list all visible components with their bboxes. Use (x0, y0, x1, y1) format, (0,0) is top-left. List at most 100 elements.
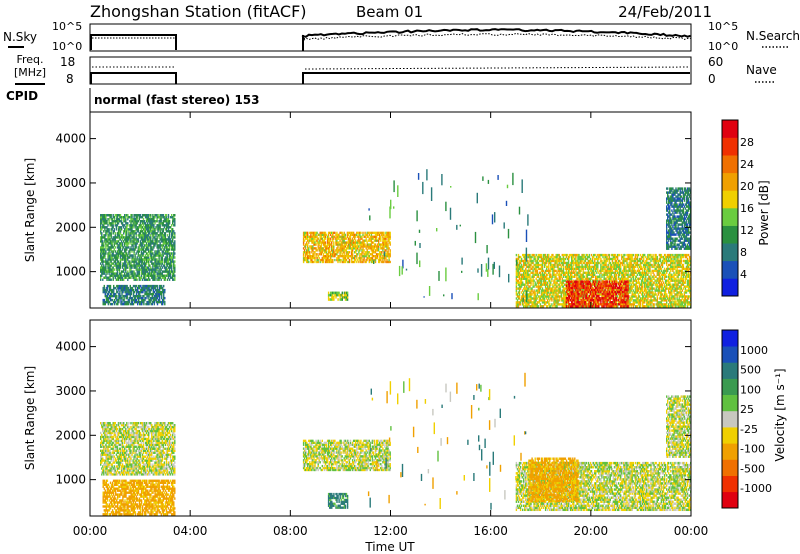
beam-label: Beam 01 (356, 3, 423, 21)
heatmap-cell (114, 268, 115, 270)
heatmap-cell (108, 228, 109, 230)
heatmap-cell (321, 253, 322, 255)
heatmap-cell (362, 232, 363, 234)
heatmap-cell (369, 251, 370, 253)
heatmap-cell (307, 232, 308, 234)
noise-tick-right-bottom: 10^0 (708, 40, 738, 53)
heatmap-cell (307, 243, 308, 245)
heatmap-cell (164, 297, 165, 299)
heatmap-cell (315, 243, 316, 245)
heatmap-cell (390, 261, 391, 263)
heatmap-cell (174, 236, 175, 238)
freq-trace-late (303, 73, 690, 84)
heatmap-cell (116, 295, 117, 297)
heatmap-cell (110, 285, 111, 287)
heatmap-cell (380, 240, 381, 242)
heatmap-cell (390, 234, 391, 236)
heatmap-cell (357, 253, 358, 255)
heatmap-cell (390, 241, 391, 243)
nave-tick-bottom: 0 (708, 72, 716, 86)
heatmap-cell (104, 285, 105, 287)
power-heatmap (100, 169, 691, 307)
heatmap-cell (169, 222, 170, 224)
freq-panel-frame (90, 57, 691, 84)
heatmap-cell (167, 234, 168, 236)
noise-panel-frame (90, 24, 691, 51)
freq-unit-label: [MHz] (14, 66, 46, 79)
heatmap-cell (141, 275, 142, 277)
heatmap-cell (174, 222, 175, 224)
heatmap-cell (137, 222, 138, 224)
heatmap-cell (308, 261, 309, 263)
heatmap-cell (174, 275, 175, 277)
heatmap-cell (321, 243, 322, 245)
heatmap-cell (315, 247, 316, 249)
heatmap-cell (390, 249, 391, 251)
heatmap-cell (333, 241, 334, 243)
heatmap-cell (325, 241, 326, 243)
nsky-label: N.Sky (3, 30, 37, 44)
heatmap-cell (120, 260, 121, 262)
heatmap-cell (152, 248, 153, 250)
heatmap-cell (114, 228, 115, 230)
heatmap-cell (367, 259, 368, 261)
heatmap-cell (122, 248, 123, 250)
heatmap-cell (115, 246, 116, 248)
radar-summary-figure: Zhongshan Station (fitACF) Beam 01 24/Fe… (0, 0, 800, 554)
heatmap-cell (150, 236, 151, 238)
heatmap-cell (174, 232, 175, 234)
heatmap-cell (174, 264, 175, 266)
heatmap-cell (334, 232, 335, 234)
heatmap-cell (345, 234, 346, 236)
heatmap-cell (149, 279, 150, 281)
nave-tick-top: 60 (708, 55, 723, 69)
heatmap-cell (352, 249, 353, 251)
nave-trace-late (305, 67, 690, 69)
heatmap-cell (115, 232, 116, 234)
heatmap-cell (113, 222, 114, 224)
heatmap-cell (326, 249, 327, 251)
heatmap-cell (134, 272, 135, 274)
heatmap-cell (387, 249, 388, 251)
nsearch-label: N.Search (746, 29, 800, 43)
heatmap-cell (364, 232, 365, 234)
heatmap-cell (342, 232, 343, 234)
heatmap-cell (157, 285, 158, 287)
heatmap-cell (144, 220, 145, 222)
heatmap-cell (101, 275, 102, 277)
heatmap-cell (168, 214, 169, 216)
heatmap-cell (128, 246, 129, 248)
heatmap-cell (150, 214, 151, 216)
nsky-trace-late (303, 29, 691, 51)
heatmap-cell (162, 260, 163, 262)
figure-title: Zhongshan Station (fitACF) (90, 2, 307, 21)
heatmap-cell (174, 256, 175, 258)
cpid-text: normal (fast stereo) 153 (94, 93, 260, 107)
heatmap-cell (156, 236, 157, 238)
heatmap-cell (334, 259, 335, 261)
heatmap-cell (356, 249, 357, 251)
heatmap-cell (309, 251, 310, 253)
heatmap-cell (111, 279, 112, 281)
heatmap-cell (319, 257, 320, 259)
heatmap-cell (342, 292, 343, 295)
heatmap-cell (332, 259, 333, 261)
heatmap-cell (174, 252, 175, 254)
cpid-label: CPID (6, 89, 38, 103)
heatmap-cell (378, 240, 379, 242)
freq-tick-top: 18 (60, 55, 75, 69)
heatmap-cell (131, 214, 132, 216)
date-label: 24/Feb/2011 (618, 3, 712, 21)
heatmap-cell (349, 251, 350, 253)
heatmap-cell (347, 292, 348, 295)
heatmap-cell (359, 249, 360, 251)
nsky-trace-early (91, 35, 176, 50)
noise-tick-right-top: 10^5 (708, 20, 738, 33)
heatmap-cell (516, 254, 517, 256)
heatmap-cell (156, 258, 157, 260)
heatmap-cell (174, 218, 175, 220)
heatmap-cell (118, 222, 119, 224)
heatmap-cell (316, 232, 317, 234)
heatmap-cell (375, 259, 376, 261)
heatmap-cell (137, 279, 138, 281)
